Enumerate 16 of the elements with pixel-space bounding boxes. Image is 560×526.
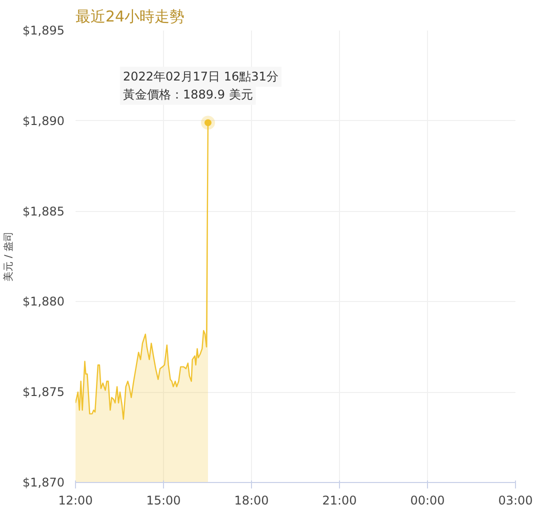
annotation: 2022年02月17日 16點31分 <box>122 70 278 84</box>
y-axis-title: 美元 / 盎司 <box>2 232 15 282</box>
x-tick-label: 00:00 <box>410 494 445 508</box>
chart-title: 最近24小時走勢 <box>76 8 185 26</box>
x-tick-label: 21:00 <box>322 494 357 508</box>
x-tick-label: 03:00 <box>498 494 533 508</box>
y-tick-label: $1,875 <box>22 385 65 400</box>
y-tick-label: $1,885 <box>22 204 65 218</box>
x-tick-label: 12:00 <box>58 494 93 508</box>
y-tick-label: $1,890 <box>22 114 65 128</box>
y-tick-label: $1,895 <box>22 24 65 38</box>
y-tick-label: $1,870 <box>22 476 65 490</box>
x-tick-label: 15:00 <box>146 494 181 508</box>
annotation: 黃金價格：1889.9 美元 <box>122 88 253 102</box>
x-tick-label: 18:00 <box>234 494 269 508</box>
y-tick-label: $1,880 <box>22 294 65 309</box>
